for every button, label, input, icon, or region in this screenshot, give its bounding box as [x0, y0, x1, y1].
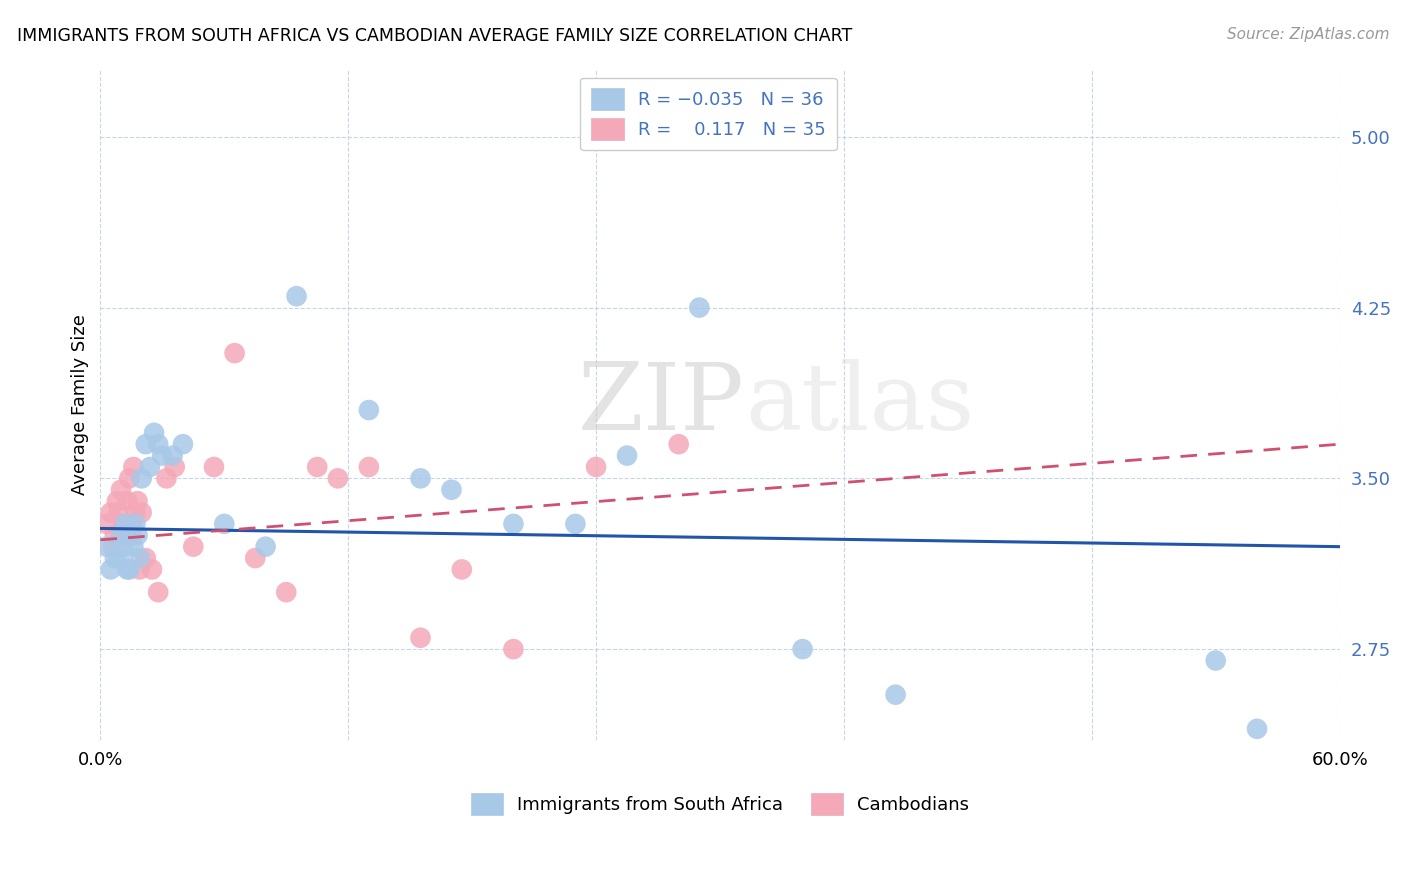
Point — [135, 437, 157, 451]
Point — [172, 437, 194, 451]
Point — [409, 471, 432, 485]
Point — [357, 403, 380, 417]
Point — [104, 528, 127, 542]
Point — [224, 346, 246, 360]
Point — [96, 540, 118, 554]
Point — [440, 483, 463, 497]
Point — [1246, 722, 1268, 736]
Point — [1205, 653, 1227, 667]
Point — [131, 506, 153, 520]
Point — [409, 631, 432, 645]
Point — [108, 506, 131, 520]
Point — [502, 642, 524, 657]
Point — [104, 551, 127, 566]
Point — [124, 506, 146, 520]
Point — [127, 494, 149, 508]
Point — [108, 551, 131, 566]
Point — [357, 460, 380, 475]
Point — [100, 506, 122, 520]
Point — [115, 562, 138, 576]
Point — [128, 551, 150, 566]
Text: IMMIGRANTS FROM SOUTH AFRICA VS CAMBODIAN AVERAGE FAMILY SIZE CORRELATION CHART: IMMIGRANTS FROM SOUTH AFRICA VS CAMBODIA… — [17, 27, 852, 45]
Point — [585, 460, 607, 475]
Point — [114, 528, 136, 542]
Point — [120, 528, 142, 542]
Point — [105, 494, 128, 508]
Point — [792, 642, 814, 657]
Legend: Immigrants from South Africa, Cambodians: Immigrants from South Africa, Cambodians — [464, 786, 977, 822]
Point — [101, 540, 124, 554]
Text: Source: ZipAtlas.com: Source: ZipAtlas.com — [1226, 27, 1389, 42]
Point — [502, 516, 524, 531]
Text: ZIP: ZIP — [578, 359, 745, 450]
Point — [143, 425, 166, 440]
Point — [148, 437, 170, 451]
Point — [141, 562, 163, 576]
Point — [616, 449, 638, 463]
Point — [450, 562, 472, 576]
Point — [122, 460, 145, 475]
Point — [128, 562, 150, 576]
Point — [254, 540, 277, 554]
Point — [245, 551, 267, 566]
Point — [118, 562, 141, 576]
Point — [127, 528, 149, 542]
Point — [202, 460, 225, 475]
Point — [110, 528, 132, 542]
Point — [114, 516, 136, 531]
Point — [115, 494, 138, 508]
Point — [276, 585, 298, 599]
Point — [96, 516, 118, 531]
Point — [122, 540, 145, 554]
Point — [112, 516, 135, 531]
Y-axis label: Average Family Size: Average Family Size — [72, 314, 89, 495]
Point — [135, 551, 157, 566]
Point — [285, 289, 308, 303]
Point — [110, 483, 132, 497]
Point — [564, 516, 586, 531]
Point — [307, 460, 329, 475]
Point — [112, 540, 135, 554]
Point — [150, 449, 173, 463]
Point — [884, 688, 907, 702]
Point — [148, 585, 170, 599]
Point — [668, 437, 690, 451]
Point — [124, 516, 146, 531]
Point — [139, 460, 162, 475]
Point — [326, 471, 349, 485]
Point — [118, 471, 141, 485]
Point — [181, 540, 204, 554]
Point — [100, 562, 122, 576]
Point — [120, 516, 142, 531]
Point — [688, 301, 710, 315]
Point — [163, 460, 186, 475]
Text: atlas: atlas — [745, 359, 974, 450]
Point — [155, 471, 177, 485]
Point — [162, 449, 184, 463]
Point — [131, 471, 153, 485]
Point — [214, 516, 236, 531]
